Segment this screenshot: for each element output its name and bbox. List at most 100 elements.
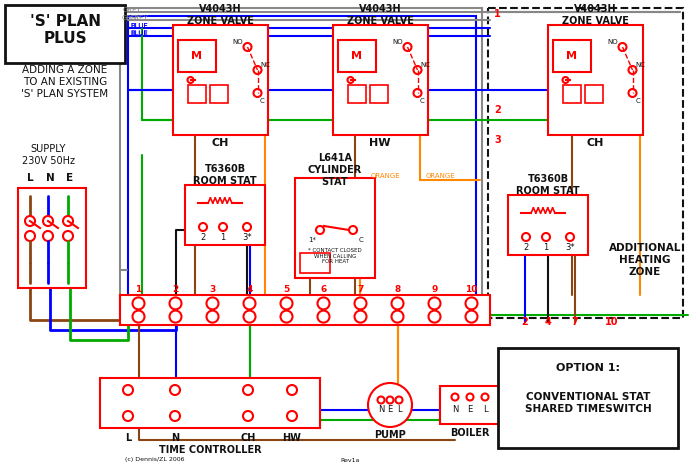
Circle shape xyxy=(253,89,262,97)
Text: CONVENTIONAL STAT
SHARED TIMESWITCH: CONVENTIONAL STAT SHARED TIMESWITCH xyxy=(524,392,651,414)
Text: 1: 1 xyxy=(544,242,549,251)
Circle shape xyxy=(391,297,404,309)
Bar xyxy=(370,85,388,103)
Text: 2: 2 xyxy=(522,317,529,327)
Text: 2: 2 xyxy=(494,105,501,115)
Text: 'S' PLAN
PLUS: 'S' PLAN PLUS xyxy=(30,14,101,46)
Text: BLUE: BLUE xyxy=(130,23,148,29)
Text: V4043H
ZONE VALVE: V4043H ZONE VALVE xyxy=(346,4,413,26)
Bar xyxy=(337,40,375,72)
Circle shape xyxy=(170,411,180,421)
Text: M: M xyxy=(191,51,202,61)
Text: T6360B
ROOM STAT: T6360B ROOM STAT xyxy=(193,164,257,186)
Circle shape xyxy=(244,43,251,51)
Bar xyxy=(120,8,482,316)
Text: 1: 1 xyxy=(135,285,141,294)
Circle shape xyxy=(522,233,530,241)
Bar xyxy=(185,185,265,245)
Circle shape xyxy=(413,66,422,74)
Text: C: C xyxy=(420,98,425,104)
Circle shape xyxy=(43,216,53,226)
Circle shape xyxy=(132,297,144,309)
Text: 2: 2 xyxy=(172,285,179,294)
Circle shape xyxy=(206,311,219,322)
Circle shape xyxy=(170,311,181,322)
Circle shape xyxy=(243,385,253,395)
Text: 4: 4 xyxy=(246,285,253,294)
Text: 6: 6 xyxy=(320,285,326,294)
Text: BOILER: BOILER xyxy=(451,428,490,438)
Bar xyxy=(128,16,476,309)
Bar xyxy=(5,5,125,63)
Text: 10: 10 xyxy=(465,285,477,294)
Text: 4: 4 xyxy=(544,317,551,327)
Text: NC: NC xyxy=(420,62,431,68)
Text: T6360B
ROOM STAT: T6360B ROOM STAT xyxy=(516,174,580,196)
Bar xyxy=(498,348,678,448)
Text: E: E xyxy=(66,173,74,183)
Circle shape xyxy=(428,297,440,309)
Circle shape xyxy=(466,394,473,401)
Text: L: L xyxy=(397,405,402,415)
Text: PUMP: PUMP xyxy=(374,430,406,440)
Bar xyxy=(547,25,642,135)
Bar xyxy=(584,85,602,103)
Bar xyxy=(333,25,428,135)
Text: 5: 5 xyxy=(284,285,290,294)
Circle shape xyxy=(170,385,180,395)
Text: GREY: GREY xyxy=(130,15,149,21)
Text: HW: HW xyxy=(283,433,302,443)
Circle shape xyxy=(25,231,35,241)
Text: N: N xyxy=(378,405,384,415)
Circle shape xyxy=(63,216,73,226)
Text: C: C xyxy=(359,237,364,243)
Circle shape xyxy=(317,297,330,309)
Bar xyxy=(300,253,330,273)
Text: E: E xyxy=(467,404,473,414)
Bar xyxy=(100,378,320,428)
Circle shape xyxy=(244,297,255,309)
Bar xyxy=(553,40,591,72)
Text: 3: 3 xyxy=(494,135,501,145)
Text: 1: 1 xyxy=(494,9,501,19)
Bar xyxy=(210,85,228,103)
Text: V4043H
ZONE VALVE: V4043H ZONE VALVE xyxy=(186,4,253,26)
Text: 7: 7 xyxy=(357,285,364,294)
Circle shape xyxy=(404,43,411,51)
Circle shape xyxy=(316,226,324,234)
Text: SUPPLY
230V 50Hz: SUPPLY 230V 50Hz xyxy=(21,144,75,166)
Text: ORANGE: ORANGE xyxy=(425,173,455,179)
Bar xyxy=(348,85,366,103)
Text: 1*: 1* xyxy=(308,237,316,243)
Text: V4043H
ZONE VALVE: V4043H ZONE VALVE xyxy=(562,4,629,26)
Circle shape xyxy=(348,77,353,83)
Circle shape xyxy=(413,89,422,97)
Text: ADDING A ZONE
TO AN EXISTING
'S' PLAN SYSTEM: ADDING A ZONE TO AN EXISTING 'S' PLAN SY… xyxy=(21,66,108,99)
Bar xyxy=(177,40,215,72)
Text: OPTION 1:: OPTION 1: xyxy=(556,363,620,373)
Text: 10: 10 xyxy=(605,317,619,327)
Circle shape xyxy=(395,396,402,403)
Bar xyxy=(295,178,375,278)
Circle shape xyxy=(188,77,193,83)
Circle shape xyxy=(199,223,207,231)
Circle shape xyxy=(618,43,627,51)
Circle shape xyxy=(355,297,366,309)
Bar xyxy=(172,25,268,135)
Circle shape xyxy=(466,297,477,309)
Circle shape xyxy=(253,66,262,74)
Text: N: N xyxy=(46,173,55,183)
Bar xyxy=(440,386,500,424)
Text: NO: NO xyxy=(607,39,618,45)
Text: 1: 1 xyxy=(220,233,226,241)
Circle shape xyxy=(63,231,73,241)
Text: C: C xyxy=(635,98,640,104)
Text: GREY: GREY xyxy=(123,7,141,13)
Circle shape xyxy=(542,233,550,241)
Circle shape xyxy=(386,396,393,403)
Text: C: C xyxy=(260,98,265,104)
Text: L641A
CYLINDER
STAT: L641A CYLINDER STAT xyxy=(308,154,362,187)
Circle shape xyxy=(244,311,255,322)
Circle shape xyxy=(629,89,636,97)
Text: N: N xyxy=(171,433,179,443)
